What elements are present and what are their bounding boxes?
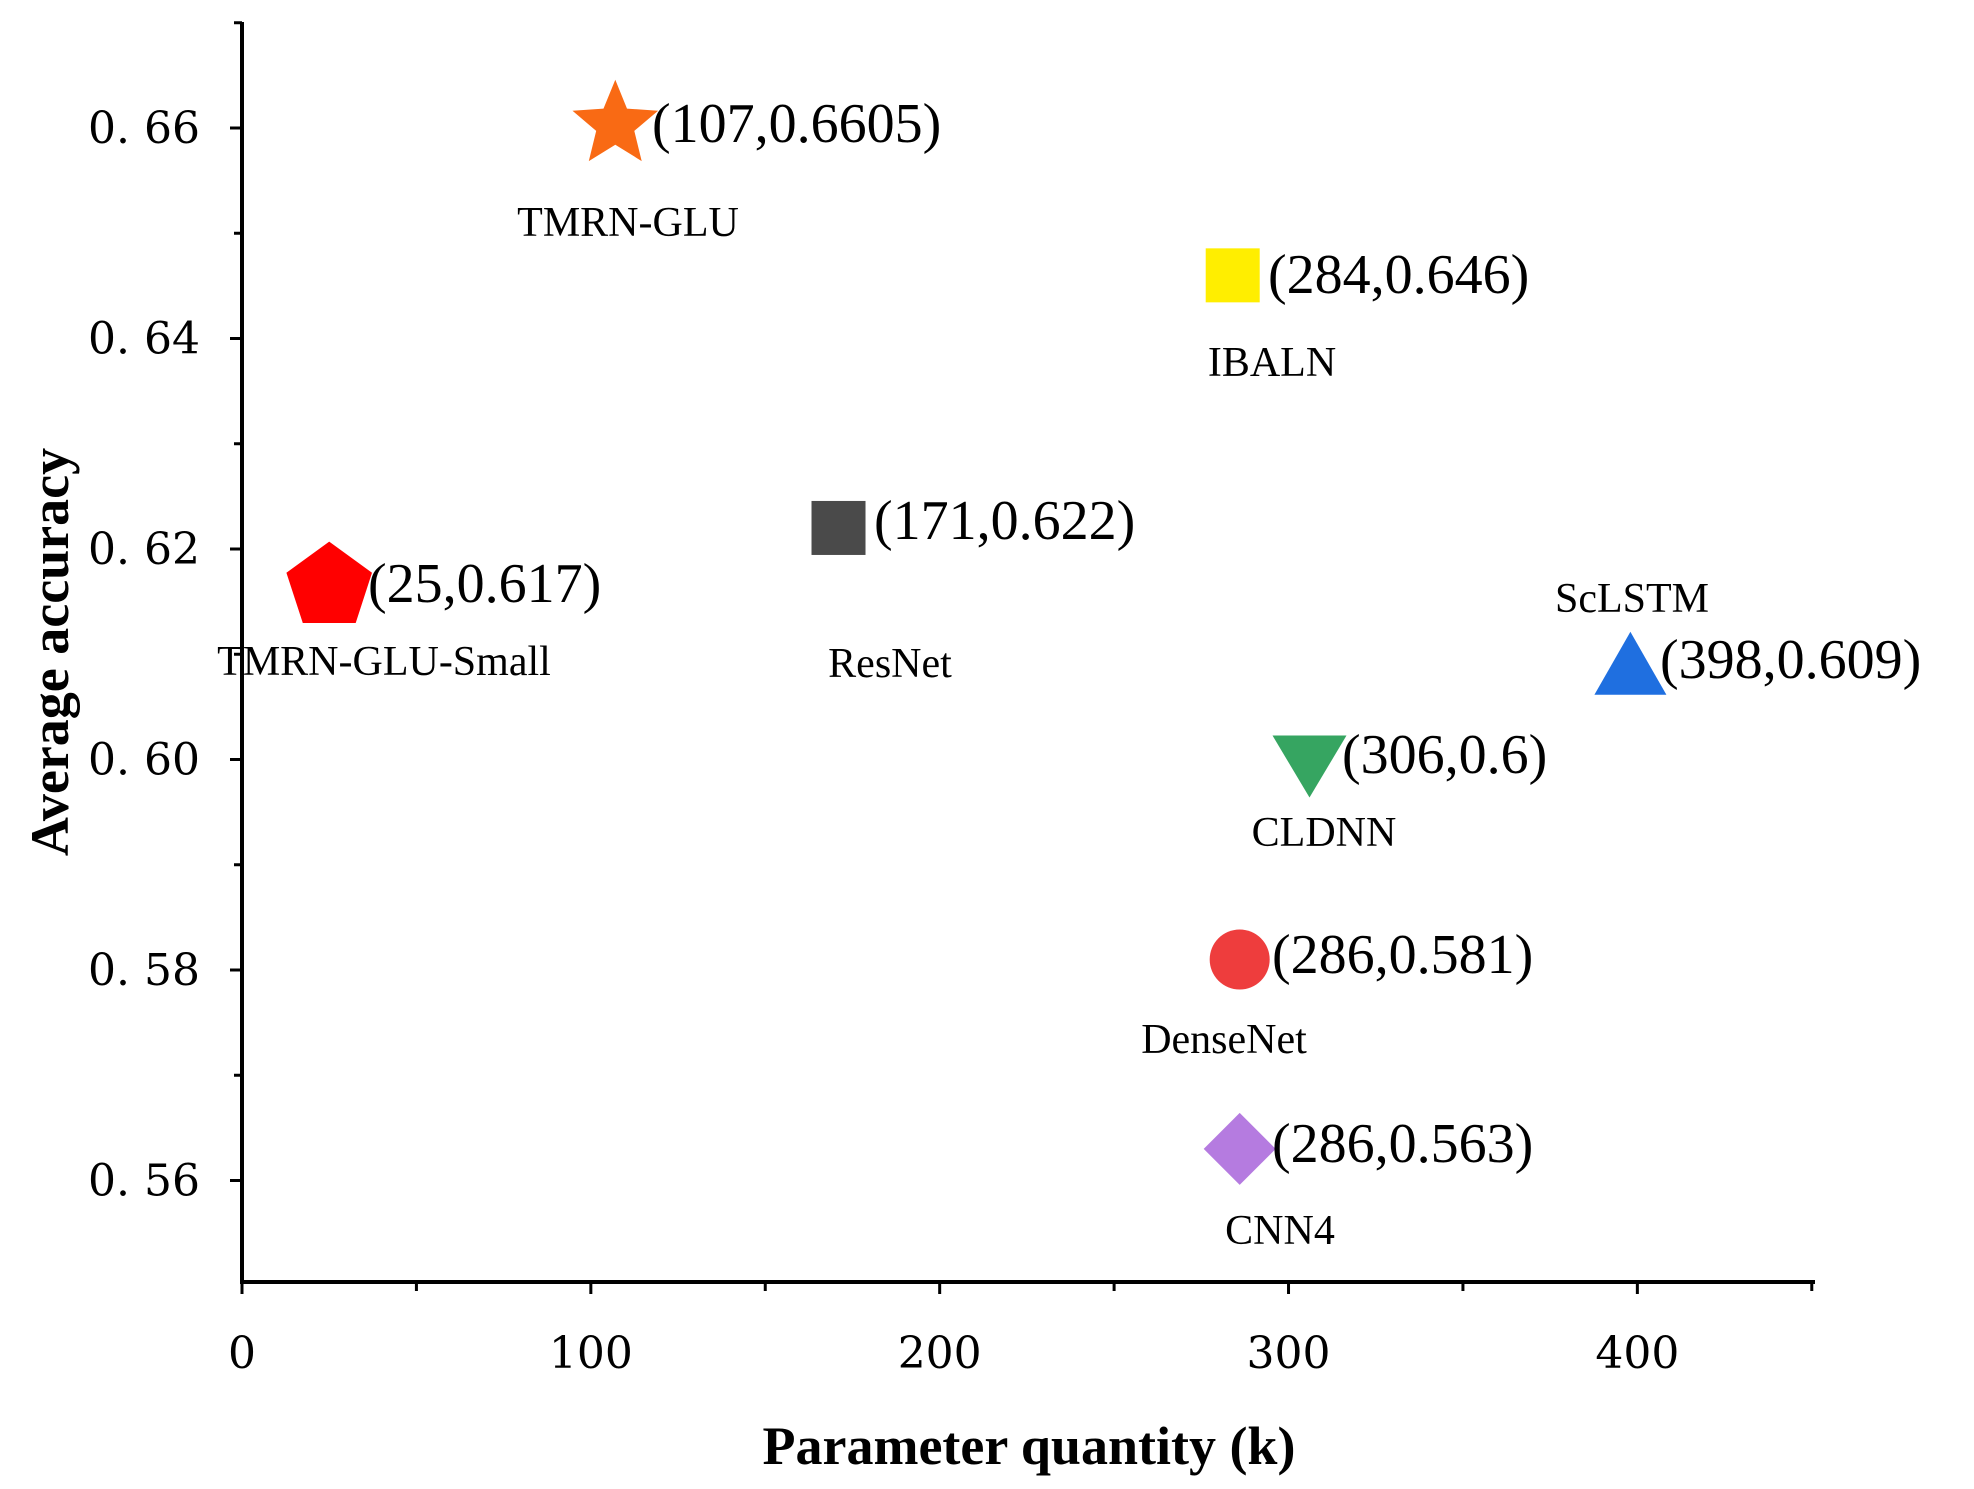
markers — [286, 79, 1667, 1185]
sclstm-marker — [1594, 631, 1667, 695]
cldnn-marker — [1272, 735, 1347, 798]
cnn4-coord-label: (286,0.563) — [1272, 1113, 1533, 1175]
ibaln-marker — [1205, 248, 1260, 303]
densenet-name-label: DenseNet — [1141, 1017, 1307, 1063]
tick-labels: 0 100 200 300 400 0. 56 0. 58 0. 60 0. 62 0. 64 0.… — [88, 103, 1679, 1379]
y-tick-label: 0. 66 — [88, 103, 200, 154]
y-tick-label: 0. 58 — [88, 945, 200, 996]
sclstm-coord-label: (398,0.609) — [1660, 629, 1921, 691]
point-labels: (107,0.6605) TMRN-GLU (284,0.646) IBALN (171… — [217, 93, 1921, 1254]
x-tick-label: 100 — [549, 1328, 633, 1379]
cldnn-coord-label: (306,0.6) — [1342, 724, 1547, 786]
x-tick-label: 200 — [898, 1328, 982, 1379]
tmrn-glu-coord-label: (107,0.6605) — [652, 93, 941, 155]
x-tick-label: 0 — [228, 1328, 256, 1379]
ticks — [230, 21, 1814, 1294]
x-tick-label: 400 — [1595, 1328, 1679, 1379]
y-axis-title: Average accuracy — [20, 448, 80, 856]
tmrn-glu-small-coord-label: (25,0.617) — [368, 553, 601, 615]
y-tick-label: 0. 64 — [88, 314, 200, 365]
resnet-coord-label: (171,0.622) — [874, 490, 1135, 552]
tmrn-glu-small-name-label: TMRN-GLU-Small — [217, 639, 551, 685]
x-tick-label: 300 — [1247, 1328, 1331, 1379]
cnn4-name-label: CNN4 — [1225, 1208, 1335, 1254]
tmrn-glu-small-marker — [286, 541, 372, 623]
densenet-marker — [1209, 929, 1270, 990]
ibaln-name-label: IBALN — [1208, 340, 1336, 386]
tmrn-glu-name-label: TMRN-GLU — [517, 200, 739, 246]
ibaln-coord-label: (284,0.646) — [1268, 244, 1529, 306]
y-tick-label: 0. 56 — [88, 1156, 200, 1207]
resnet-marker — [811, 500, 866, 555]
cnn4-marker — [1203, 1112, 1276, 1185]
cldnn-name-label: CLDNN — [1252, 810, 1397, 856]
x-axis-title: Parameter quantity (k) — [763, 1416, 1296, 1476]
y-tick-label: 0. 62 — [88, 524, 200, 575]
sclstm-name-label: ScLSTM — [1555, 576, 1709, 622]
densenet-coord-label: (286,0.581) — [1272, 924, 1533, 986]
tmrn-glu-marker — [572, 79, 659, 162]
y-tick-label: 0. 60 — [88, 735, 200, 786]
resnet-name-label: ResNet — [828, 641, 952, 687]
